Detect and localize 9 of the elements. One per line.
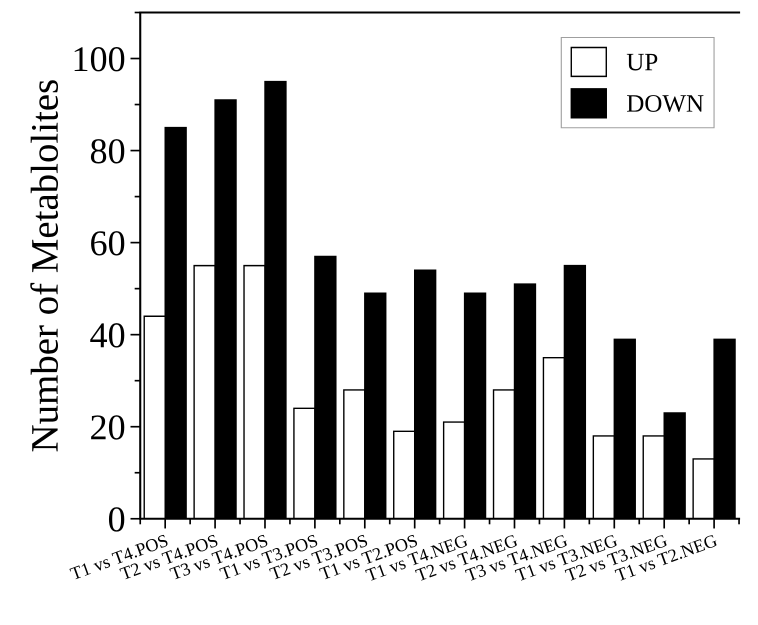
- y-tick-label: 0: [108, 507, 124, 532]
- y-tick-label: 60: [91, 231, 124, 256]
- y-tick-label: 20: [91, 415, 124, 440]
- legend-label: DOWN: [627, 95, 704, 112]
- y-tick-label: 40: [90, 323, 124, 348]
- legend-label: UP: [626, 54, 658, 70]
- y-tick-label: 80: [90, 139, 124, 164]
- y-tick-label: 100: [74, 47, 124, 72]
- y-axis-title: Number of Metablolites: [30, 80, 58, 452]
